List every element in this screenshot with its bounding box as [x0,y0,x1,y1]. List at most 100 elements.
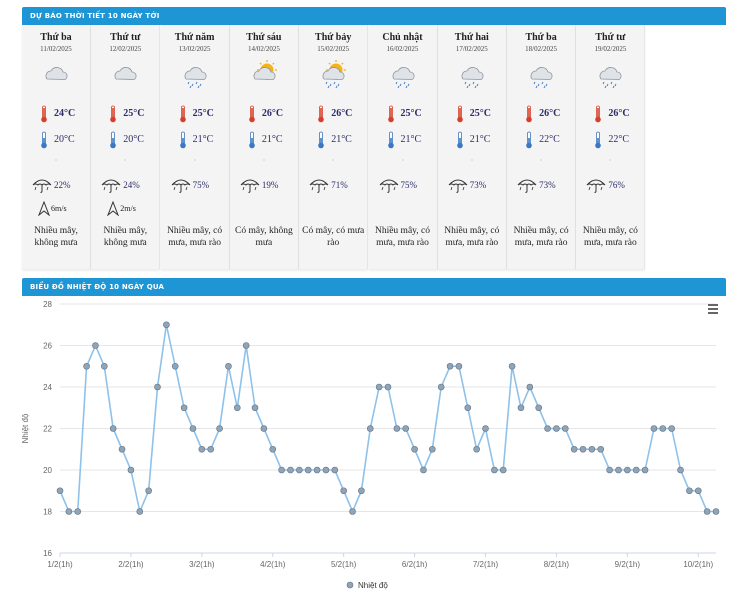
data-point [154,383,161,391]
day-date: 15/02/2025 [317,45,350,53]
day-date: 19/02/2025 [594,45,627,53]
temperature-chart-svg: 16 18 20 22 24 26 28 1/2(1h) 2/2(1h) 3/2(1h) 4/2(1… [21,300,720,590]
data-point [340,487,347,495]
y-tick-label: 26 [43,342,52,351]
data-point [375,383,383,391]
data-point [402,425,410,432]
forecast-day-card: Thứ hai 17/02/2025 25°C 21°C 73% Nhiều mây, c… [437,25,507,269]
weather-description: Nhiều mây, có mưa, mưa rào [513,226,569,248]
y-tick-label: 18 [43,508,52,517]
data-point [163,321,170,329]
rain-chance: 75% [192,180,210,190]
divider-dot [262,159,265,161]
day-date: 17/02/2025 [455,45,488,53]
data-point [65,508,73,515]
data-point [677,466,684,474]
data-point [207,445,215,453]
data-point [650,425,658,432]
data-point [499,466,507,474]
data-point [437,383,445,391]
x-tick-label: 5/2(1h) [331,560,357,569]
weather-description: Nhiều mây, có mưa, mưa rào [167,226,223,248]
y-tick-label: 20 [43,466,52,475]
weather-description: Nhiều mây, có mưa, mưa rào [444,226,500,248]
data-point [446,362,454,370]
data-point [694,487,702,495]
divider-dot [55,159,57,161]
data-point [180,404,188,412]
data-point [349,508,356,515]
data-point [455,362,463,370]
day-name: Thứ năm [174,32,215,43]
data-point [136,508,144,515]
forecast-day-card: Thứ năm 13/02/2025 25°C 21°C 75% Nhiều mây, c… [160,25,230,269]
data-point [269,445,277,453]
data-point [304,466,312,474]
data-point [92,342,99,349]
data-point [101,362,108,370]
divider-dot [540,159,543,161]
data-point [331,466,339,474]
day-date: 18/02/2025 [525,45,558,53]
temp-high: 26°C [261,108,284,119]
x-tick-label: 7/2(1h) [473,560,499,569]
day-date: 14/02/2025 [247,45,280,53]
temp-low: 20°C [54,134,75,145]
data-point [83,362,90,370]
data-point [535,404,543,412]
data-point [198,445,206,453]
divider-dot [193,159,196,161]
data-point [251,404,259,412]
temp-high: 26°C [331,108,353,119]
legend-label: Nhiệt độ [358,581,388,590]
rain-chance: 22% [54,180,71,190]
cloud-rain-icon [457,59,487,89]
data-point [491,466,498,474]
day-date: 11/02/2025 [40,45,72,53]
data-point [358,487,365,495]
temp-low: 20°C [123,134,144,145]
forecast-day-card: Thứ ba 11/02/2025 24°C 20°C 22% 6m/s Nhiều mây… [22,25,91,269]
data-point [703,508,711,515]
temp-high: 25°C [123,108,145,119]
divider-dot [124,159,127,161]
data-point [287,466,294,474]
divider-dot [609,159,612,161]
temp-low: 22°C [608,134,630,145]
data-point [384,383,392,391]
data-point [641,466,649,474]
data-point [56,487,64,495]
data-point [260,425,268,432]
cloud-icon [41,59,71,89]
data-point [606,466,613,474]
rain-chance: 73% [469,180,487,190]
day-name: Thứ bảy [315,32,352,43]
wind-speed: 6m/s [51,204,67,213]
weather-description: Có mây, không mưa [235,226,293,248]
day-name: Thứ hai [454,32,489,43]
data-point [189,425,197,432]
data-point [473,445,480,453]
data-point [579,445,587,453]
divider-dot [470,159,473,161]
data-point [233,404,241,412]
data-point [393,425,401,432]
data-point [624,466,631,474]
temp-low: 21°C [192,134,214,145]
forecast-header: DỰ BÁO THỜI TIẾT 10 NGÀY TỚI [22,7,726,25]
x-tick-label: 6/2(1h) [402,560,428,569]
day-name: Thứ tư [110,32,141,43]
data-point [632,466,640,474]
temp-low: 21°C [331,134,352,145]
temp-high: 25°C [192,108,214,119]
day-name: Chủ nhật [382,32,423,43]
divider-dot [332,159,335,161]
data-point [482,425,489,432]
x-tick-label: 9/2(1h) [615,560,641,569]
weather-description: Có mây, có mưa rào [302,226,365,248]
x-tick-label: 10/2(1h) [683,560,713,569]
data-point [322,466,330,474]
chart-menu-icon[interactable] [708,304,718,314]
x-tick-label: 2/2(1h) [118,560,144,569]
wind-speed: 2m/s [120,204,136,213]
